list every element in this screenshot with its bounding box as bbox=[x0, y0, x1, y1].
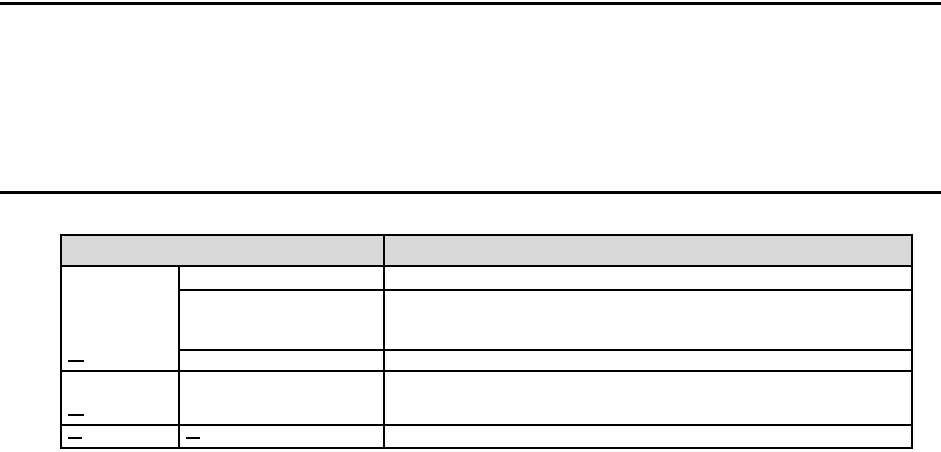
cell-col-b bbox=[178, 349, 385, 372]
header-rule-top bbox=[0, 2, 941, 5]
group-label-cell-3 bbox=[60, 424, 180, 449]
dash-mark bbox=[68, 437, 82, 440]
header-rule-bottom bbox=[0, 191, 941, 194]
table-header-cell-left bbox=[60, 234, 385, 267]
header-body-text bbox=[60, 14, 880, 184]
cell-col-b bbox=[178, 265, 385, 291]
table-container bbox=[60, 234, 913, 449]
cell-col-c bbox=[383, 349, 913, 372]
table-row bbox=[60, 370, 913, 426]
doc-table bbox=[60, 234, 913, 449]
cell-col-c bbox=[383, 289, 913, 351]
table-row bbox=[60, 424, 913, 449]
table-header bbox=[60, 234, 913, 267]
group-label-cell-1 bbox=[60, 265, 180, 372]
dash-mark bbox=[68, 360, 84, 363]
page-header bbox=[0, 0, 941, 195]
cell-col-c bbox=[383, 370, 913, 426]
dash-mark bbox=[186, 437, 200, 440]
cell-col-c bbox=[383, 424, 913, 449]
table-row bbox=[61, 289, 913, 351]
table-row bbox=[61, 349, 913, 372]
table-row bbox=[60, 265, 913, 372]
table-header-cell-right bbox=[383, 234, 913, 267]
cell-col-b bbox=[178, 289, 385, 351]
group-label-cell-2 bbox=[60, 370, 180, 426]
table-header-row bbox=[60, 234, 913, 267]
cell-col-b bbox=[178, 424, 385, 449]
cell-col-b bbox=[178, 370, 385, 426]
cell-col-c bbox=[383, 265, 913, 291]
dash-mark bbox=[68, 414, 84, 417]
table-body bbox=[60, 265, 913, 449]
